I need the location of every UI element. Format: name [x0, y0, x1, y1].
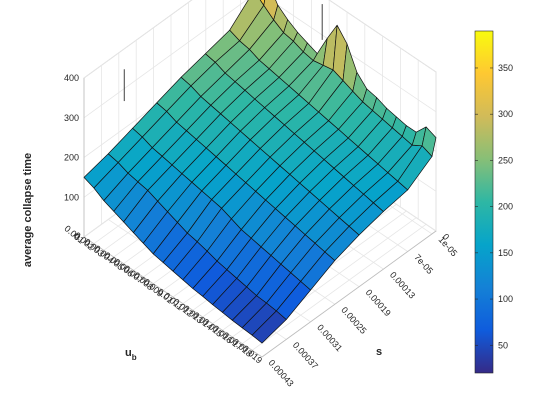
- s-tick-label: 0.00025: [339, 305, 368, 336]
- z-tick-label: 0: [74, 232, 79, 242]
- z-tick-label: 300: [64, 113, 79, 123]
- colorbar-gradient: [474, 30, 494, 374]
- colorbar-tick-label: 350: [498, 63, 513, 73]
- z-grid-line: [83, 0, 437, 79]
- u-axis-label-sub: b: [132, 353, 137, 362]
- z-tick-labels: 0 100 200 300 400: [64, 73, 79, 242]
- colorbar-tick-label: 50: [498, 340, 508, 350]
- u-axis-label-main: u: [125, 347, 132, 359]
- colorbar-tick-label: 200: [498, 202, 513, 212]
- colorbar-tick-label: 150: [498, 248, 513, 258]
- z-axis-label: average collapse time: [22, 153, 34, 267]
- colorbar-tick-label: 250: [498, 155, 513, 165]
- s-tick-label: 7e-05: [412, 252, 435, 276]
- s-tick-label: 0.00019: [364, 287, 393, 318]
- s-tick-label: 0.00043: [267, 358, 296, 389]
- s-tick-label: 0.00013: [388, 270, 417, 301]
- s-axis-label: s: [376, 346, 382, 358]
- floor-grid-line: [251, 224, 427, 351]
- surface-spikes: [123, 4, 323, 102]
- z-tick-label: 400: [64, 73, 79, 83]
- surface-patch: [421, 126, 437, 157]
- z-grid-line: [83, 0, 437, 119]
- z-tick-label: 100: [64, 192, 79, 202]
- s-tick-label: 0.00037: [291, 340, 320, 371]
- colorbar-ticks: 50 100 150 200 250 300 350: [475, 63, 513, 350]
- s-tick-label: 0: [441, 232, 452, 242]
- s-tick-label: 0.00031: [315, 322, 344, 353]
- colorbar-tick-label: 300: [498, 109, 513, 119]
- axis-box-edge: [83, 78, 437, 358]
- u-axis-label: ub: [125, 347, 137, 362]
- colorbar-tick-label: 100: [498, 294, 513, 304]
- z-tick-label: 200: [64, 153, 79, 163]
- surface: [83, 0, 437, 344]
- colorbar: 50 100 150 200 250 300 350: [474, 30, 513, 374]
- s-tick-label: 1e-05: [437, 235, 460, 259]
